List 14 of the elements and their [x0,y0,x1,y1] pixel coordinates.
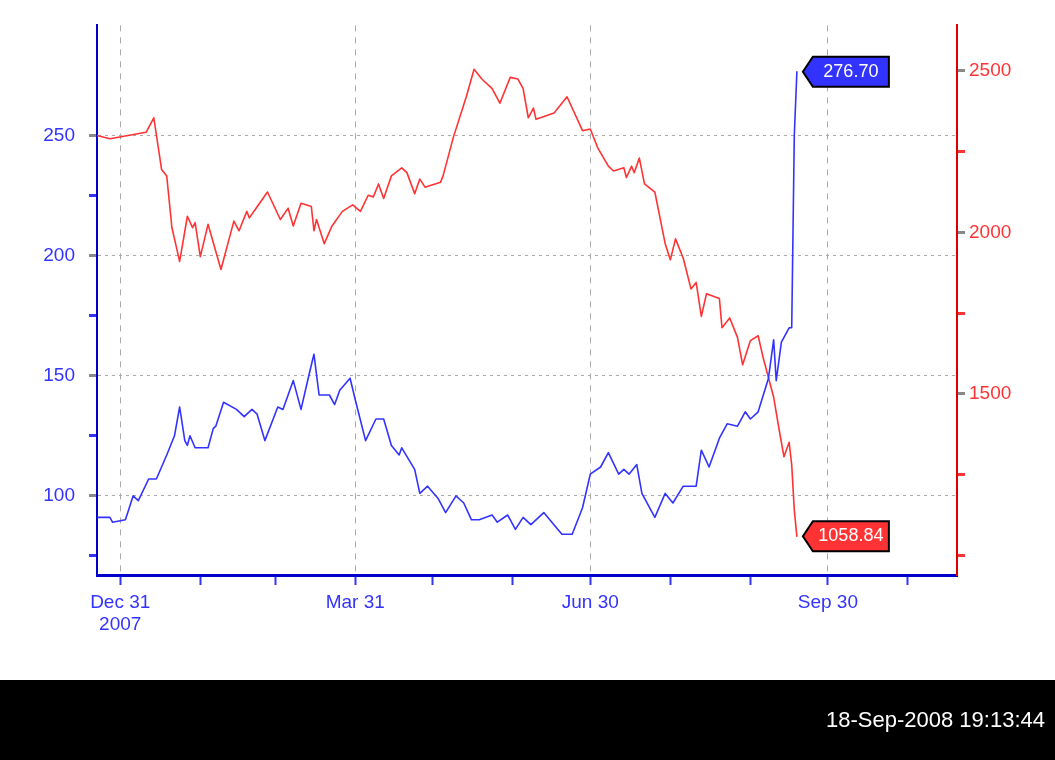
x-tick-label: Mar 31 [325,590,385,612]
y-tick-label: 150 [43,364,75,386]
y2-tick-label: 2500 [969,59,1012,81]
y2-tick-label: 1500 [969,382,1012,404]
y-tick-label: 200 [43,244,75,266]
y-tick-label: 250 [43,124,75,146]
x-tick-label: Jun 30 [561,590,619,612]
data-label: 276.70 [823,60,879,81]
x-tick-label: Sep 30 [797,590,858,612]
y-tick-label: 100 [43,484,75,506]
x-tick-label: Dec 31 2007 [90,590,151,635]
text: 18-Sep-2008 19:13:44 [0,680,1055,760]
data-label: 1058.84 [818,525,884,546]
y2-tick-label: 2000 [969,220,1012,242]
